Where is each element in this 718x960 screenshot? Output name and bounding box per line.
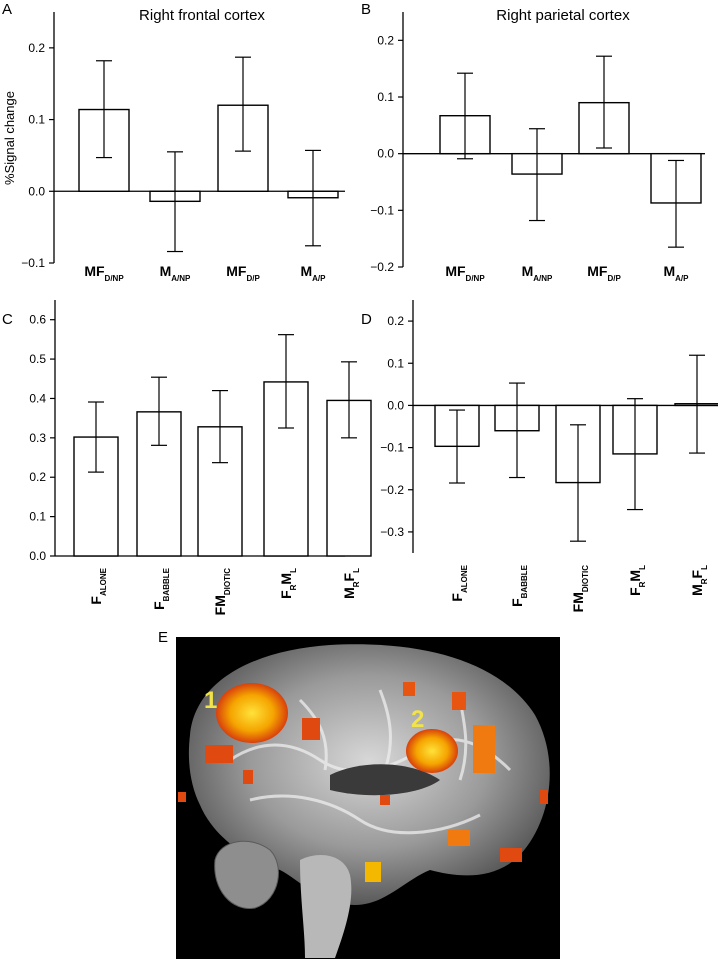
activation-cluster-3 — [473, 725, 495, 773]
panel-b-category-label: MA/NP — [522, 263, 553, 283]
panel-a-ytick-label: 0.1 — [28, 113, 45, 127]
panel-a-ytick-label: 0.2 — [28, 41, 45, 55]
panel-c-category-label: FRML — [278, 568, 298, 599]
activation-cluster-2 — [406, 729, 458, 773]
panel-b-ytick-label: 0.2 — [377, 33, 394, 47]
panel-a-category-label: MA/NP — [160, 263, 191, 283]
panel-a-ylabel: %Signal change — [2, 91, 17, 185]
panel-d-ytick-label: −0.3 — [380, 525, 404, 539]
activation-cluster-6 — [302, 718, 320, 740]
activation-cluster-4 — [452, 692, 466, 710]
ventricle-shape — [330, 764, 440, 796]
panel-d-ytick-label: 0.1 — [387, 356, 404, 370]
panel-c-category-label: FMDIOTIC — [212, 568, 232, 616]
panel-label-a: A — [2, 1, 12, 18]
panel-d-category-label: FBABBLE — [509, 564, 529, 607]
panel-d-ytick-label: 0.0 — [387, 398, 404, 412]
panel-d-ytick-label: −0.1 — [380, 441, 404, 455]
activation-cluster-10 — [365, 862, 381, 882]
panel-c-ytick-label: 0.2 — [29, 470, 46, 484]
activation-cluster-11 — [243, 770, 253, 784]
panel-label-e: E — [158, 629, 168, 646]
panel-a-category-label: MFD/NP — [84, 263, 124, 283]
panel-c-chart: 0.0 0.1 0.2 0.3 0.4 0.5 0.6 FALONE FBABBLE FMDIOT… — [29, 300, 372, 616]
panel-d-category-label: FALONE — [449, 564, 469, 601]
brain-label-1: 1 — [204, 687, 217, 714]
brainstem-shape — [300, 855, 352, 958]
panel-a-ytick-label: −0.1 — [21, 256, 45, 270]
panel-d-category-label: MRFL — [689, 565, 709, 596]
panel-c-category-label: FBABBLE — [151, 567, 171, 610]
brain-image: 1 2 — [176, 637, 560, 959]
panel-b-category-label: MFD/P — [587, 263, 621, 283]
panel-d-chart: −0.3 −0.2 −0.1 0.0 0.1 0.2 FALONE FBABBLE FMDIOT… — [380, 300, 718, 612]
panel-b-category-label: MA/P — [663, 263, 689, 283]
panel-c-ytick-label: 0.1 — [29, 510, 46, 524]
panel-c-ytick-label: 0.5 — [29, 352, 46, 366]
panel-b-ytick-label: −0.2 — [370, 260, 394, 274]
panel-a-chart: −0.1 0.0 0.1 0.2 Right frontal cortex %Signal… — [2, 7, 345, 283]
activation-cluster-8 — [448, 830, 470, 846]
panel-b-ytick-label: −0.1 — [370, 203, 394, 217]
panel-d-category-label: FMDIOTIC — [570, 565, 590, 613]
activation-cluster-7 — [403, 682, 415, 696]
panel-d-category-label: FRML — [627, 565, 647, 596]
panel-c-category-label: MRFL — [341, 568, 361, 599]
panel-c-ytick-label: 0.0 — [29, 549, 46, 563]
panel-a-category-label: MA/P — [300, 263, 326, 283]
panel-b-ytick-label: 0.0 — [377, 147, 394, 161]
panel-label-c: C — [2, 311, 13, 328]
activation-cluster-9 — [500, 848, 522, 862]
panel-a-title: Right frontal cortex — [139, 7, 265, 24]
panel-b-ytick-label: 0.1 — [377, 90, 394, 104]
panel-a-category-label: MFD/P — [226, 263, 260, 283]
panel-c-ytick-label: 0.4 — [29, 391, 46, 405]
panel-d-ytick-label: 0.2 — [387, 314, 404, 328]
activation-cluster-5 — [205, 745, 233, 763]
panel-b-chart: −0.2 −0.1 0.0 0.1 0.2 Right parietal cortex MF… — [370, 7, 705, 283]
panel-label-b: B — [361, 1, 371, 18]
panel-d-ytick-label: −0.2 — [380, 483, 404, 497]
activation-cluster-13 — [540, 790, 548, 804]
panel-a-ytick-label: 0.0 — [28, 184, 45, 198]
panel-b-category-label: MFD/NP — [445, 263, 485, 283]
activation-cluster-12 — [380, 795, 390, 805]
panel-c-category-label: FALONE — [88, 567, 108, 604]
panel-b-title: Right parietal cortex — [496, 7, 630, 24]
activation-cluster-14 — [178, 792, 186, 802]
cerebellum-shape — [214, 840, 279, 909]
panel-c-ytick-label: 0.6 — [29, 313, 46, 327]
panel-c-ytick-label: 0.3 — [29, 431, 46, 445]
brain-label-2: 2 — [411, 706, 424, 733]
activation-cluster-1 — [216, 683, 288, 743]
panel-label-d: D — [361, 311, 372, 328]
activation-clusters — [178, 682, 548, 882]
